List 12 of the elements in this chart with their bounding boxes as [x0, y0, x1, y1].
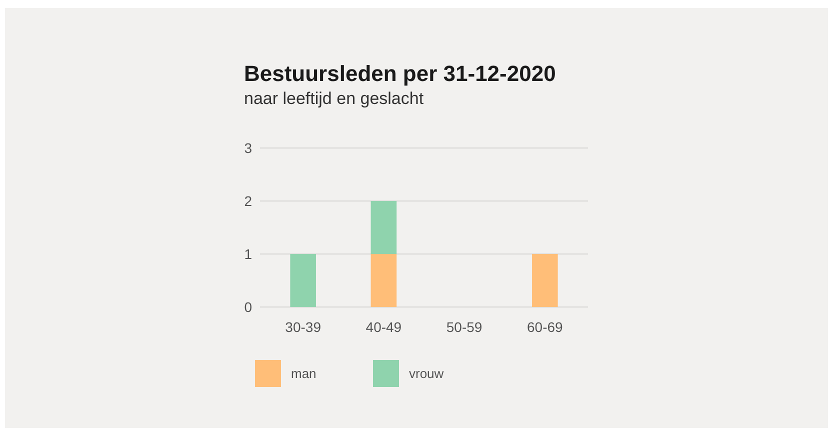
chart-subtitle: naar leeftijd en geslacht	[244, 89, 424, 108]
x-tick-label: 30-39	[285, 319, 322, 335]
y-tick-label: 2	[244, 193, 252, 209]
x-tick-label: 50-59	[446, 319, 482, 335]
x-tick-label: 60-69	[527, 319, 564, 335]
x-tick-label: 40-49	[366, 319, 402, 335]
y-tick-label: 1	[244, 246, 252, 262]
legend-label: man	[291, 366, 316, 381]
y-tick-label: 3	[244, 140, 252, 156]
y-tick-label: 0	[244, 299, 252, 315]
legend-label: vrouw	[409, 366, 444, 381]
chart-title: Bestuursleden per 31-12-2020	[244, 61, 556, 86]
